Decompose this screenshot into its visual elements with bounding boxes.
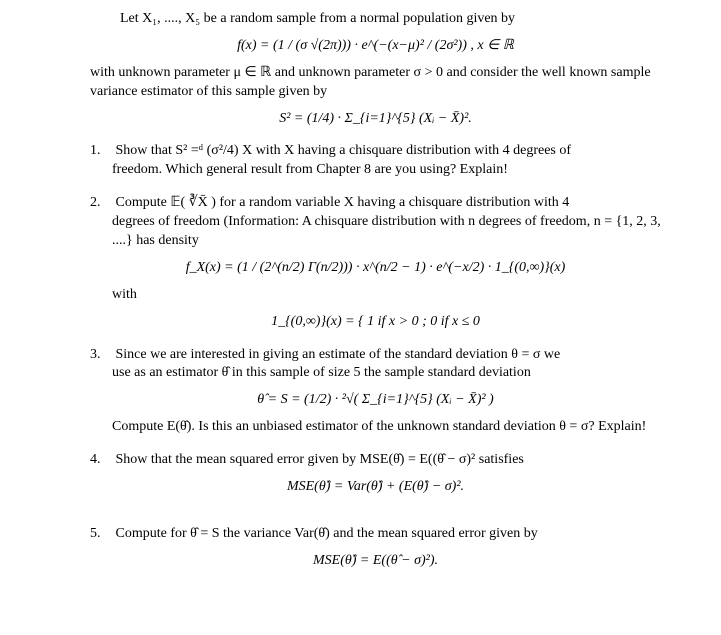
equation-mse4-text: MSE(θ̂) = Var(θ̂) + (E(θ̂) − σ)². xyxy=(287,479,464,494)
equation-fx-text: f_X(x) = (1 / (2^(n/2) Γ(n/2))) · x^(n/2… xyxy=(186,260,566,275)
question-4: 4. Show that the mean squared error give… xyxy=(90,451,661,497)
question-5: 5. Compute for θ̂ = S the variance Var(θ… xyxy=(90,525,661,571)
equation-indicator: 1_{(0,∞)}(x) = { 1 if x > 0 ; 0 if x ≤ 0 xyxy=(90,313,661,332)
q2-number: 2. xyxy=(90,194,112,213)
intro-line1: Let X₁, ...., X₅ be a random sample from… xyxy=(90,10,661,29)
q3-text-b: use as an estimator θ̂ in this sample of… xyxy=(112,364,661,383)
question-1: 1. Show that S² =ᵈ (σ²/4) X with X havin… xyxy=(90,142,661,180)
q2-with: with xyxy=(112,286,661,305)
equation-s2-text: S² = (1/4) · Σ_{i=1}^{5} (Xᵢ − X̄)². xyxy=(279,111,472,126)
equation-mse5: MSE(θ̂) = E((θ̂ − σ)²). xyxy=(90,552,661,571)
equation-s2: S² = (1/4) · Σ_{i=1}^{5} (Xᵢ − X̄)². xyxy=(90,110,661,129)
intro-line2: with unknown parameter μ ∈ ℝ and unknown… xyxy=(90,64,661,102)
page-root: Let X₁, ...., X₅ be a random sample from… xyxy=(0,0,721,599)
equation-mse5-text: MSE(θ̂) = E((θ̂ − σ)²). xyxy=(313,553,438,568)
question-3: 3. Since we are interested in giving an … xyxy=(90,346,661,438)
q1-text-a: Show that S² =ᵈ (σ²/4) X with X having a… xyxy=(116,143,572,158)
equation-f-text: f(x) = (1 / (σ √(2π))) · e^(−(x−μ)² / (2… xyxy=(237,38,514,53)
equation-f: f(x) = (1 / (σ √(2π))) · e^(−(x−μ)² / (2… xyxy=(90,37,661,56)
equation-mse4: MSE(θ̂) = Var(θ̂) + (E(θ̂) − σ)². xyxy=(90,478,661,497)
intro-block: Let X₁, ...., X₅ be a random sample from… xyxy=(90,10,661,128)
q5-number: 5. xyxy=(90,525,112,544)
q2-text-b: degrees of freedom (Information: A chisq… xyxy=(112,213,661,251)
q2-text-a: Compute 𝔼( ∛X̄ ) for a random variable X… xyxy=(116,195,570,210)
q4-number: 4. xyxy=(90,451,112,470)
q3-text-c: Compute E(θ̂). Is this an unbiased estim… xyxy=(112,418,661,437)
q1-text-b: freedom. Which general result from Chapt… xyxy=(112,161,661,180)
q3-text-a: Since we are interested in giving an est… xyxy=(116,347,561,362)
equation-indicator-text: 1_{(0,∞)}(x) = { 1 if x > 0 ; 0 if x ≤ 0 xyxy=(271,314,480,329)
q5-text-a: Compute for θ̂ = S the variance Var(θ̂) … xyxy=(116,526,538,541)
q3-number: 3. xyxy=(90,346,112,365)
q1-number: 1. xyxy=(90,142,112,161)
q4-text-a: Show that the mean squared error given b… xyxy=(116,452,524,467)
question-2: 2. Compute 𝔼( ∛X̄ ) for a random variabl… xyxy=(90,194,661,331)
equation-theta-text: θ̂ = S = (1/2) · ²√( Σ_{i=1}^{5} (Xᵢ − X… xyxy=(257,392,493,407)
equation-theta: θ̂ = S = (1/2) · ²√( Σ_{i=1}^{5} (Xᵢ − X… xyxy=(90,391,661,410)
equation-fx: f_X(x) = (1 / (2^(n/2) Γ(n/2))) · x^(n/2… xyxy=(90,259,661,278)
